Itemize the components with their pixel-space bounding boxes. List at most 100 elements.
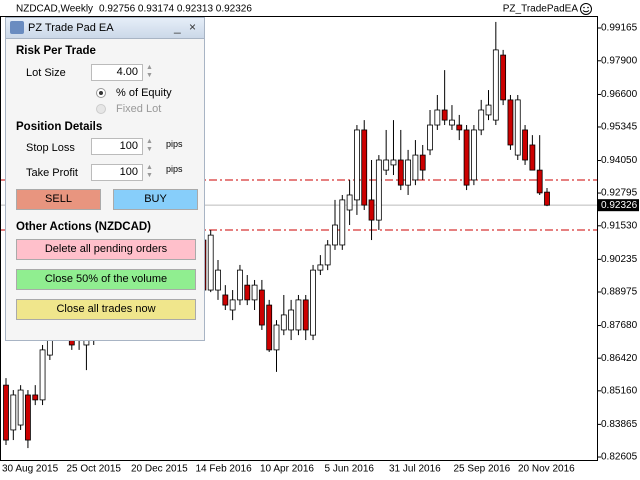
candle-body bbox=[397, 159, 404, 186]
section-heading: Risk Per Trade bbox=[16, 45, 96, 57]
candle-body bbox=[273, 324, 280, 351]
action-button[interactable]: Delete all pending orders bbox=[16, 239, 196, 260]
radio-label: % of Equity bbox=[116, 87, 172, 99]
candle-body bbox=[32, 394, 39, 401]
candle-body bbox=[368, 199, 375, 221]
candle-body bbox=[295, 299, 302, 331]
x-tick-label: 14 Feb 2016 bbox=[196, 464, 253, 475]
candle-body bbox=[10, 394, 17, 431]
candle-body bbox=[258, 289, 265, 326]
candle-body bbox=[237, 269, 243, 301]
sell-button[interactable]: SELL bbox=[16, 189, 101, 210]
candle-body bbox=[354, 129, 360, 201]
y-tick-label: 0.95345 bbox=[601, 122, 638, 133]
x-tick-label: 25 Sep 2016 bbox=[454, 464, 511, 475]
candle-body bbox=[522, 129, 528, 161]
y-tick-label: 0.92795 bbox=[601, 188, 638, 199]
candle-body bbox=[441, 109, 448, 121]
field-label: Lot Size bbox=[26, 67, 66, 79]
y-tick-label: 0.90235 bbox=[601, 254, 638, 265]
candle-body bbox=[507, 99, 514, 146]
candle-body bbox=[339, 199, 346, 246]
candle-body bbox=[470, 129, 477, 181]
trade-panel: PZ Trade Pad EA _ × Risk Per Trade Lot S… bbox=[5, 17, 205, 341]
candle-body bbox=[412, 154, 419, 181]
last-price-box bbox=[598, 199, 639, 212]
candle-body bbox=[449, 119, 455, 126]
take-profit-input[interactable]: 100 bbox=[91, 164, 143, 181]
candle-body bbox=[419, 154, 426, 171]
radio-disabled bbox=[96, 104, 106, 114]
quote-label: 0.92756 0.93174 0.92313 0.92326 bbox=[99, 4, 252, 15]
y-tick-label: 0.99165 bbox=[601, 23, 638, 34]
spinner[interactable]: ▲ ▼ bbox=[146, 64, 153, 79]
candle-body bbox=[383, 159, 390, 171]
candle-body bbox=[375, 159, 382, 221]
candle-body bbox=[463, 129, 470, 186]
candle-body bbox=[427, 124, 433, 151]
candle-body bbox=[266, 304, 273, 351]
candle-body bbox=[39, 349, 46, 401]
x-tick-label: 25 Oct 2015 bbox=[67, 464, 122, 475]
ea-name: PZ_TradePadEA bbox=[503, 4, 579, 15]
smiley-icon bbox=[580, 3, 592, 15]
candle-body bbox=[361, 129, 368, 206]
section-heading: Position Details bbox=[16, 121, 103, 133]
candle-body bbox=[25, 394, 31, 441]
x-tick-label: 10 Apr 2016 bbox=[260, 464, 314, 475]
panel-title-bar: PZ Trade Pad EA _ × bbox=[6, 18, 204, 39]
y-tick-label: 0.82605 bbox=[601, 452, 638, 463]
candle-body bbox=[492, 49, 499, 121]
candle-body bbox=[346, 194, 353, 211]
candle-body bbox=[514, 99, 521, 156]
spinner[interactable]: ▲ ▼ bbox=[146, 138, 153, 153]
lot-size-input[interactable]: 4.00 bbox=[91, 64, 143, 81]
candle-body bbox=[207, 234, 214, 291]
symbol-label: NZDCAD,Weekly bbox=[16, 4, 93, 15]
panel-icon bbox=[10, 21, 24, 34]
stop-loss-input[interactable]: 100 bbox=[91, 138, 143, 155]
candle-body bbox=[280, 314, 287, 331]
candle-body bbox=[456, 124, 463, 131]
radio-label: Fixed Lot bbox=[116, 103, 162, 115]
candle-body bbox=[251, 284, 258, 301]
candle-body bbox=[302, 299, 309, 331]
close-button[interactable]: × bbox=[189, 20, 197, 34]
y-tick-label: 0.91530 bbox=[601, 220, 638, 231]
last-price-label: 0.92326 bbox=[601, 200, 638, 211]
field-label: Take Profit bbox=[26, 167, 78, 179]
candle-body bbox=[215, 269, 221, 291]
unit-label: pips bbox=[166, 139, 183, 149]
radio-checked[interactable] bbox=[96, 88, 106, 98]
candle-body bbox=[244, 284, 251, 301]
candle-body bbox=[324, 244, 331, 266]
spinner[interactable]: ▲ ▼ bbox=[146, 164, 153, 179]
y-tick-label: 0.87680 bbox=[601, 320, 638, 331]
minimize-button[interactable]: _ bbox=[174, 20, 181, 34]
action-button[interactable]: Close 50% of the volume bbox=[16, 269, 196, 290]
action-button[interactable]: Close all trades now bbox=[16, 299, 196, 320]
x-tick-label: 20 Dec 2015 bbox=[131, 464, 188, 475]
y-tick-label: 0.85160 bbox=[601, 385, 638, 396]
unit-label: pips bbox=[166, 164, 183, 174]
candle-body bbox=[536, 169, 543, 194]
x-tick-label: 20 Nov 2016 bbox=[518, 464, 575, 475]
candle-body bbox=[222, 294, 229, 306]
chart-frame bbox=[0, 16, 598, 461]
y-tick-label: 0.88975 bbox=[601, 287, 638, 298]
candle-body bbox=[405, 159, 411, 186]
candle-body bbox=[478, 109, 485, 131]
buy-button[interactable]: BUY bbox=[113, 189, 198, 210]
candle-body bbox=[529, 144, 536, 171]
section-heading: Other Actions (NZDCAD) bbox=[16, 221, 152, 233]
candle-body bbox=[317, 264, 324, 271]
candle-body bbox=[332, 224, 338, 246]
field-label: Stop Loss bbox=[26, 142, 75, 154]
candle-body bbox=[485, 104, 492, 116]
candle-body bbox=[3, 384, 9, 441]
candle-body bbox=[310, 269, 316, 336]
panel-title: PZ Trade Pad EA bbox=[28, 22, 114, 34]
candle-body bbox=[434, 109, 441, 126]
candle-body bbox=[390, 159, 397, 166]
